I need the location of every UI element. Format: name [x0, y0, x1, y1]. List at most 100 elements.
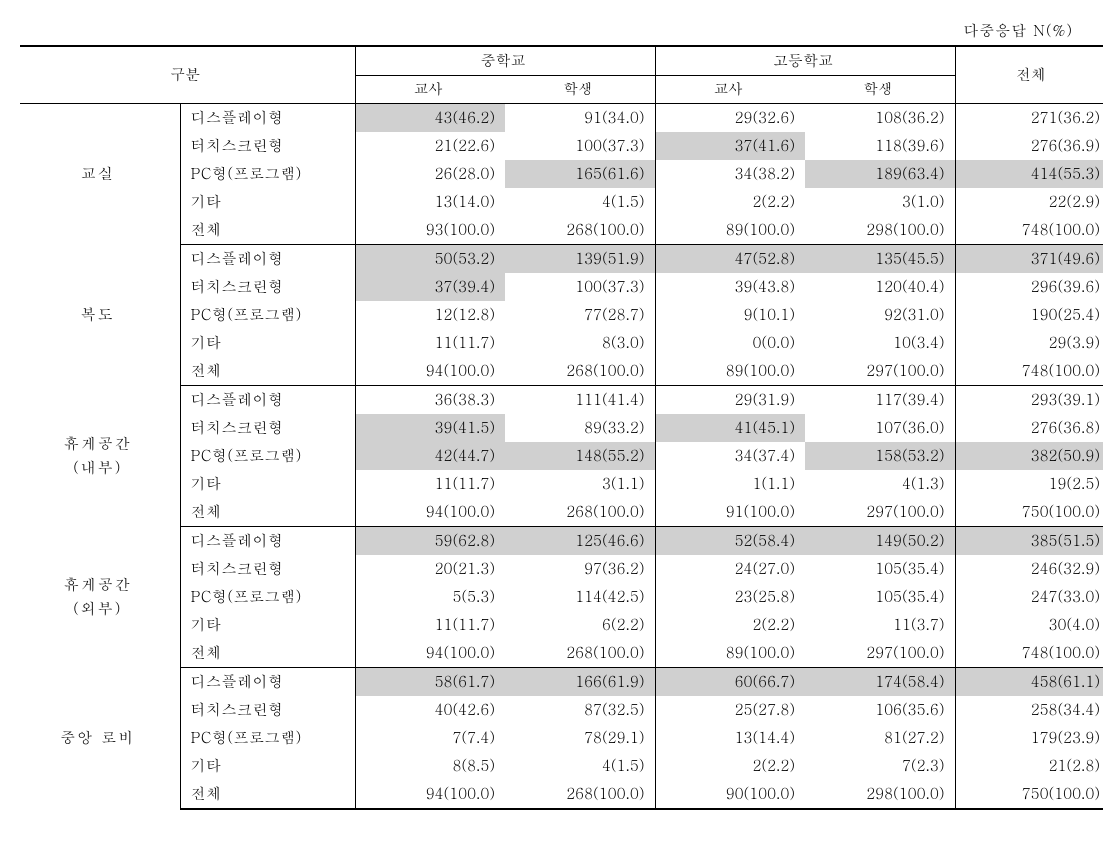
- table-row: 기타11(11.7)3(1.1)1(1.1)4(1.3)19(2.5): [20, 470, 1103, 498]
- value-cell: 11(11.7): [355, 611, 505, 639]
- value-cell: 268(100.0): [505, 639, 655, 668]
- value-cell: 371(49.6): [955, 245, 1103, 274]
- table-row: 기타8(8.5)4(1.5)2(2.2)7(2.3)21(2.8): [20, 752, 1103, 780]
- value-cell: 298(100.0): [805, 216, 955, 245]
- table-row: 터치스크린형39(41.5)89(33.2)41(45.1)107(36.0)2…: [20, 414, 1103, 442]
- value-cell: 174(58.4): [805, 668, 955, 697]
- table-row: 터치스크린형20(21.3)97(36.2)24(27.0)105(35.4)2…: [20, 555, 1103, 583]
- table-caption: 다중응답 N(%): [20, 20, 1083, 41]
- category-cell: 교실: [20, 104, 180, 245]
- value-cell: 0(0.0): [655, 329, 805, 357]
- header-total: 전체: [955, 46, 1103, 104]
- value-cell: 4(1.5): [505, 188, 655, 216]
- subcategory-cell: 디스플레이형: [180, 386, 355, 415]
- value-cell: 91(34.0): [505, 104, 655, 133]
- value-cell: 414(55.3): [955, 160, 1103, 188]
- value-cell: 25(27.8): [655, 696, 805, 724]
- value-cell: 92(31.0): [805, 301, 955, 329]
- value-cell: 165(61.6): [505, 160, 655, 188]
- value-cell: 111(41.4): [505, 386, 655, 415]
- subcategory-cell: 기타: [180, 752, 355, 780]
- value-cell: 6(2.2): [505, 611, 655, 639]
- table-row: PC형(프로그램)5(5.3)114(42.5)23(25.8)105(35.4…: [20, 583, 1103, 611]
- subcategory-cell: 터치스크린형: [180, 555, 355, 583]
- value-cell: 29(32.6): [655, 104, 805, 133]
- value-cell: 26(28.0): [355, 160, 505, 188]
- value-cell: 19(2.5): [955, 470, 1103, 498]
- table-row: 터치스크린형21(22.6)100(37.3)37(41.6)118(39.6)…: [20, 132, 1103, 160]
- value-cell: 94(100.0): [355, 498, 505, 527]
- category-cell: 중앙 로비: [20, 668, 180, 810]
- value-cell: 105(35.4): [805, 555, 955, 583]
- subcategory-cell: 디스플레이형: [180, 104, 355, 133]
- table-body: 교실디스플레이형43(46.2)91(34.0)29(32.6)108(36.2…: [20, 104, 1103, 810]
- table-row: 터치스크린형37(39.4)100(37.3)39(43.8)120(40.4)…: [20, 273, 1103, 301]
- value-cell: 50(53.2): [355, 245, 505, 274]
- value-cell: 107(36.0): [805, 414, 955, 442]
- table-row: PC형(프로그램)12(12.8)77(28.7)9(10.1)92(31.0)…: [20, 301, 1103, 329]
- value-cell: 87(32.5): [505, 696, 655, 724]
- table-row: 기타11(11.7)8(3.0)0(0.0)10(3.4)29(3.9): [20, 329, 1103, 357]
- value-cell: 89(100.0): [655, 357, 805, 386]
- value-cell: 13(14.4): [655, 724, 805, 752]
- value-cell: 3(1.0): [805, 188, 955, 216]
- value-cell: 5(5.3): [355, 583, 505, 611]
- table-row: 전체94(100.0)268(100.0)89(100.0)297(100.0)…: [20, 357, 1103, 386]
- value-cell: 94(100.0): [355, 780, 505, 809]
- value-cell: 268(100.0): [505, 498, 655, 527]
- value-cell: 297(100.0): [805, 639, 955, 668]
- value-cell: 382(50.9): [955, 442, 1103, 470]
- table-row: 기타13(14.0)4(1.5)2(2.2)3(1.0)22(2.9): [20, 188, 1103, 216]
- value-cell: 94(100.0): [355, 357, 505, 386]
- subcategory-cell: PC형(프로그램): [180, 301, 355, 329]
- value-cell: 34(37.4): [655, 442, 805, 470]
- table-header: 구분 중학교 고등학교 전체 교사 학생 교사 학생: [20, 46, 1103, 104]
- value-cell: 247(33.0): [955, 583, 1103, 611]
- subcategory-cell: 기타: [180, 188, 355, 216]
- value-cell: 37(41.6): [655, 132, 805, 160]
- table-row: 전체94(100.0)268(100.0)89(100.0)297(100.0)…: [20, 639, 1103, 668]
- value-cell: 276(36.9): [955, 132, 1103, 160]
- value-cell: 39(41.5): [355, 414, 505, 442]
- subcategory-cell: 기타: [180, 470, 355, 498]
- value-cell: 100(37.3): [505, 273, 655, 301]
- value-cell: 3(1.1): [505, 470, 655, 498]
- value-cell: 189(63.4): [805, 160, 955, 188]
- value-cell: 10(3.4): [805, 329, 955, 357]
- value-cell: 296(39.6): [955, 273, 1103, 301]
- value-cell: 97(36.2): [505, 555, 655, 583]
- value-cell: 258(34.4): [955, 696, 1103, 724]
- value-cell: 13(14.0): [355, 188, 505, 216]
- value-cell: 297(100.0): [805, 498, 955, 527]
- value-cell: 89(100.0): [655, 216, 805, 245]
- value-cell: 100(37.3): [505, 132, 655, 160]
- value-cell: 24(27.0): [655, 555, 805, 583]
- value-cell: 30(4.0): [955, 611, 1103, 639]
- subcategory-cell: 기타: [180, 611, 355, 639]
- table-row: 교실디스플레이형43(46.2)91(34.0)29(32.6)108(36.2…: [20, 104, 1103, 133]
- value-cell: 108(36.2): [805, 104, 955, 133]
- subcategory-cell: 디스플레이형: [180, 668, 355, 697]
- value-cell: 8(3.0): [505, 329, 655, 357]
- value-cell: 1(1.1): [655, 470, 805, 498]
- value-cell: 750(100.0): [955, 780, 1103, 809]
- subcategory-cell: 기타: [180, 329, 355, 357]
- subcategory-cell: 터치스크린형: [180, 132, 355, 160]
- table-row: 전체93(100.0)268(100.0)89(100.0)298(100.0)…: [20, 216, 1103, 245]
- subcategory-cell: 전체: [180, 216, 355, 245]
- value-cell: 105(35.4): [805, 583, 955, 611]
- table-row: PC형(프로그램)7(7.4)78(29.1)13(14.4)81(27.2)1…: [20, 724, 1103, 752]
- value-cell: 2(2.2): [655, 188, 805, 216]
- subcategory-cell: 디스플레이형: [180, 245, 355, 274]
- subcategory-cell: 터치스크린형: [180, 696, 355, 724]
- header-mid-teacher: 교사: [355, 76, 505, 104]
- subcategory-cell: 전체: [180, 639, 355, 668]
- value-cell: 58(61.7): [355, 668, 505, 697]
- value-cell: 750(100.0): [955, 498, 1103, 527]
- value-cell: 37(39.4): [355, 273, 505, 301]
- value-cell: 114(42.5): [505, 583, 655, 611]
- header-mid-student: 학생: [505, 76, 655, 104]
- value-cell: 94(100.0): [355, 639, 505, 668]
- value-cell: 59(62.8): [355, 527, 505, 556]
- value-cell: 12(12.8): [355, 301, 505, 329]
